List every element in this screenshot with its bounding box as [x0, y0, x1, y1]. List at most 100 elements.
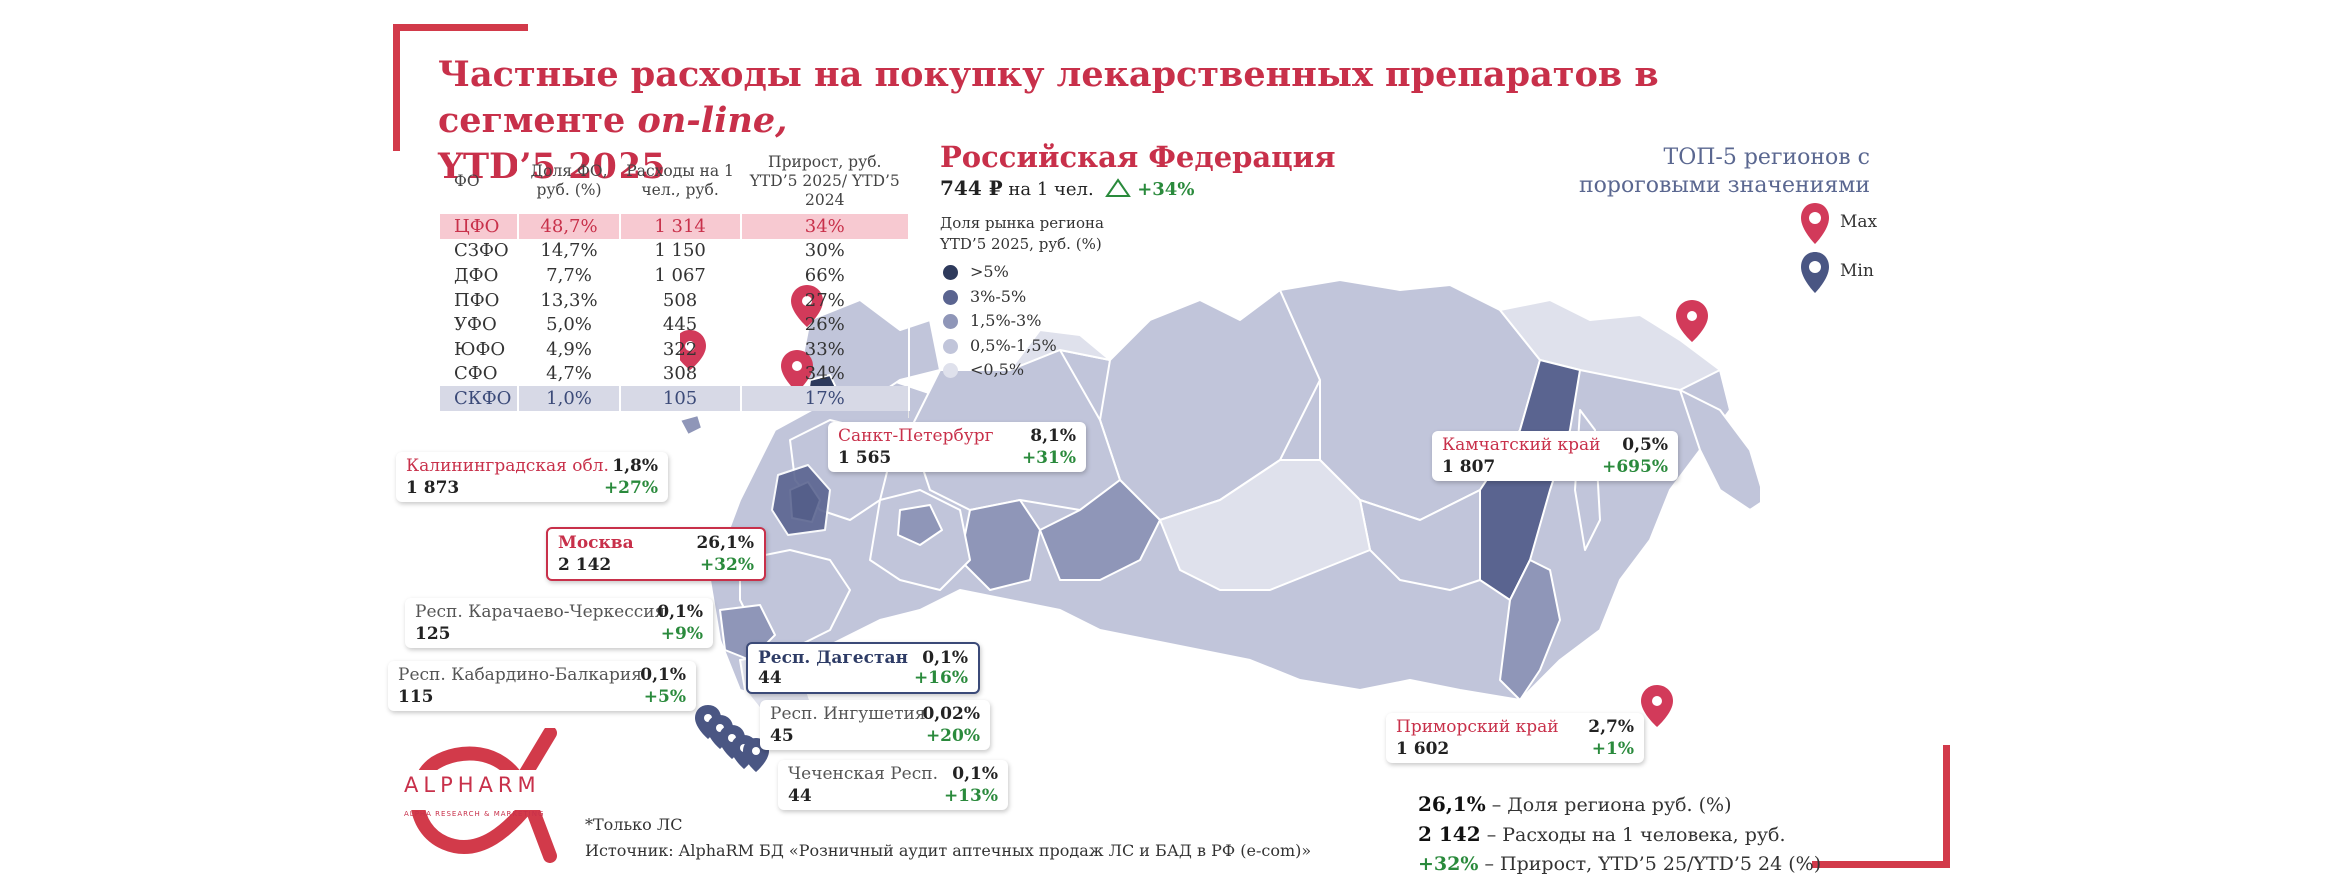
table-cell: УФО — [440, 312, 520, 337]
max-label: Max — [1840, 212, 1878, 232]
callout-kchr: Респ. Карачаево-Черкессия 0,1% 125 +9% — [405, 598, 713, 648]
legend-label: <0,5% — [970, 360, 1025, 379]
triangle-up-icon — [1105, 178, 1132, 197]
table-row: СКФО 1,0% 105 17% — [440, 386, 911, 411]
rf-title: Российская Федерация — [940, 140, 1336, 174]
rf-value: 744 ₽ — [940, 176, 1003, 200]
callout-key: 26,1% – Доля региона руб. (%) 2 142 – Ра… — [1418, 792, 1822, 875]
map-region-moscow-obl — [771, 464, 831, 536]
table-cell: ПФО — [440, 287, 520, 313]
callout-chechnya: Чеченская Респ. 0,1% 44 +13% — [778, 760, 1008, 810]
callout-ingushetia: Респ. Ингушетия 0,02% 45 +20% — [760, 700, 990, 750]
table-cell: 105 — [619, 386, 742, 411]
legend-label: 0,5%-1,5% — [970, 335, 1057, 355]
legend: >5% 3%-5% 1,5%-3% 0,5%-1,5% <0,5% — [940, 262, 1057, 385]
rf-growth: +34% — [1137, 179, 1195, 200]
legend-label: 1,5%-3% — [970, 311, 1042, 330]
table-cell: 13,3% — [518, 287, 621, 313]
table-cell: 322 — [619, 336, 742, 362]
legend-label: 3%-5% — [970, 286, 1027, 306]
legend-item: <0,5% — [940, 360, 1057, 385]
alpharm-logo-icon — [400, 728, 565, 863]
table-header-row: ФО Доля ФО, руб. (%) Расходы на 1 чел., … — [440, 148, 911, 214]
logo-name: ALPHARM — [404, 773, 541, 797]
table-cell: 14,7% — [518, 238, 621, 264]
legend-item: 1,5%-3% — [940, 311, 1057, 336]
fo-table: ФО Доля ФО, руб. (%) Расходы на 1 чел., … — [440, 148, 911, 411]
map-region-tatarstan — [897, 504, 943, 546]
table-cell: СКФО — [440, 386, 520, 411]
map-region-amur — [1359, 489, 1481, 591]
table-cell: 7,7% — [518, 263, 621, 288]
callout-kamchatka: Камчатский край 0,5% 1 807 +695% — [1432, 431, 1678, 481]
table-row: ПФО 13,3% 508 27% — [440, 287, 911, 313]
table-cell: 445 — [619, 312, 742, 337]
callout-kbr: Респ. Кабардино-Балкария 0,1% 115 +5% — [388, 661, 696, 711]
table-cell: 308 — [619, 361, 742, 387]
callout-dagestan: Респ. Дагестан 0,1% 44 +16% — [746, 642, 980, 694]
map-region-tyumen — [1039, 479, 1161, 581]
map-pin-max-icon — [1801, 203, 1829, 244]
table-row: ДФО 7,7% 1 067 66% — [440, 263, 911, 288]
legend-title: Доля рынка региона YTD’5 2025, руб. (%) — [940, 214, 1104, 253]
table-row: УФО 5,0% 445 26% — [440, 312, 911, 337]
table-cell: 1 314 — [619, 214, 742, 239]
table-cell: 1,0% — [518, 386, 621, 411]
legend-label: >5% — [970, 262, 1009, 281]
pin-max-primorsky — [1641, 685, 1673, 727]
table-cell: 34% — [740, 361, 911, 387]
table-cell: СФО — [440, 361, 520, 387]
table-cell: 4,7% — [518, 361, 621, 387]
callout-spb: Санкт-Петербург 8,1% 1 565 +31% — [828, 422, 1086, 472]
legend-swatch — [943, 363, 958, 378]
corner-bracket-bottom-right-h — [1812, 861, 1950, 868]
table-cell: 17% — [740, 386, 911, 411]
map-pin-min-icon — [1801, 252, 1829, 293]
logo-subtitle: ALPHA RESEARCH & MARKETING — [404, 810, 545, 818]
corner-bracket-top-left-v — [393, 24, 400, 151]
corner-bracket-bottom-right-v — [1943, 745, 1950, 868]
rf-summary: 744 ₽ на 1 чел. +34% — [940, 176, 1194, 200]
table-header: Доля ФО, руб. (%) — [518, 148, 621, 214]
table-cell: 27% — [740, 287, 911, 313]
legend-swatch — [943, 265, 958, 280]
table-cell: 33% — [740, 336, 911, 362]
table-cell: ЦФО — [440, 214, 520, 239]
table-row: СФО 4,7% 308 34% — [440, 361, 911, 387]
table-cell: 508 — [619, 287, 742, 313]
table-cell: 34% — [740, 214, 911, 239]
corner-bracket-top-left-h — [393, 24, 528, 31]
table-cell: 5,0% — [518, 312, 621, 337]
legend-swatch — [943, 338, 958, 354]
pin-max-kamchatka — [1676, 300, 1708, 342]
map-region-south-siberia — [1159, 459, 1371, 591]
top5-title: ТОП-5 регионов с пороговыми значениями — [1579, 145, 1870, 198]
table-row: ЮФО 4,9% 322 33% — [440, 336, 911, 362]
table-cell: 4,9% — [518, 336, 621, 362]
table-cell: 48,7% — [518, 214, 621, 239]
legend-item: 0,5%-1,5% — [940, 336, 1057, 361]
table-header: Прирост, руб. YTD’5 2025/ YTD’5 2024 — [740, 148, 911, 214]
callout-moscow: Москва 26,1% 2 142 +32% — [546, 527, 766, 581]
table-cell: 66% — [740, 263, 911, 288]
map-region-kaliningrad — [680, 414, 703, 436]
table-cell: 1 150 — [619, 238, 742, 264]
pin-min-cluster — [695, 705, 769, 772]
legend-swatch — [943, 314, 958, 329]
table-row: СЗФО 14,7% 1 150 30% — [440, 238, 911, 264]
footnote: *Только ЛС — [585, 815, 683, 834]
table-cell: 26% — [740, 312, 911, 337]
source-text: Источник: AlphaRM БД «Розничный аудит ап… — [585, 841, 1312, 860]
table-cell: ДФО — [440, 263, 520, 288]
table-cell: 30% — [740, 238, 911, 264]
table-cell: 1 067 — [619, 263, 742, 288]
callout-kaliningrad: Калининградская обл. 1,8% 1 873 +27% — [396, 452, 668, 502]
callout-primorsky: Приморский край 2,7% 1 602 +1% — [1386, 713, 1644, 763]
rf-per-person: на 1 чел. — [1008, 179, 1094, 200]
legend-item: 3%-5% — [940, 287, 1057, 312]
table-cell: ЮФО — [440, 336, 520, 362]
table-row: ЦФО 48,7% 1 314 34% — [440, 214, 911, 239]
map-region-primorsky — [1499, 559, 1561, 701]
legend-swatch — [943, 289, 958, 305]
table-header: Расходы на 1 чел., руб. — [619, 148, 742, 214]
